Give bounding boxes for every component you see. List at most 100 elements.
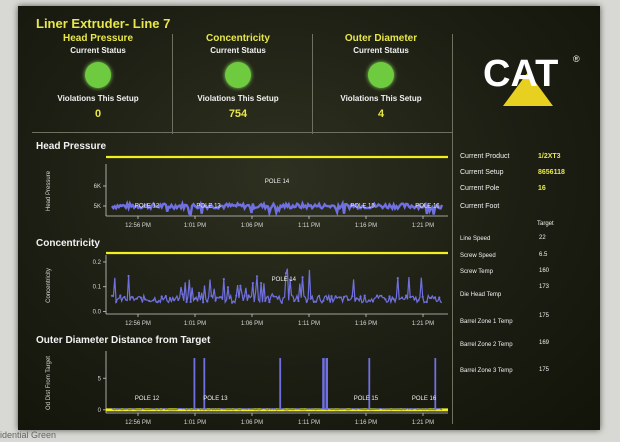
y-tick-label: 0.1 [93,285,102,291]
series-spike [325,358,328,410]
series-point [355,297,358,300]
kpi-outer-diameter: Outer Diameter Current Status Violations… [321,33,441,120]
series-point [218,296,221,299]
series-point [429,296,433,300]
target-header: Target [537,221,554,227]
param-value: 22 [539,235,546,241]
series-point [222,278,225,281]
param-value: 173 [539,284,550,290]
series-point [433,296,437,299]
series-point [322,299,325,302]
divider [32,132,452,133]
series-point [371,300,375,303]
param-label: Screw Temp [460,269,493,275]
info-label-foot: Current Foot [460,203,500,210]
chart-title-head-pressure: Head Pressure [36,141,107,152]
param-value: 6.5 [539,252,548,258]
series-point [202,301,205,304]
series-point [268,300,271,304]
param-label: Barrel Zone 2 Temp [460,342,513,348]
series-point [425,300,428,304]
kpi-name: Concentricity [206,33,270,44]
chart-title-concentricity: Concentricity [36,238,100,249]
series-point [123,295,126,299]
param-label: Barrel Zone 3 Temp [460,368,513,374]
x-tick-label: 1:16 PM [355,420,377,426]
series-point [173,299,176,302]
series-spike [203,358,206,410]
series-point [351,295,354,298]
x-tick-label: 1:06 PM [241,223,263,229]
series-point [313,300,317,303]
x-tick-label: 1:16 PM [355,321,377,327]
y-tick-label: 5 [98,376,102,382]
series-point [305,300,308,303]
series-point [177,298,180,301]
series-line [111,199,444,218]
outer-diameter-chart: Od Dist From Target 5 0 12:56 PM 1:01 PM 1:06… [46,351,448,426]
series-spike [322,358,325,410]
series-point [139,296,143,299]
kpi-violations-value: 754 [228,108,248,120]
param-value: 175 [539,313,550,319]
series-point [189,300,192,303]
param-label: Barrel Zone 1 Temp [460,319,513,325]
chart-title-outer-diameter: Outer Diameter Distance from Target [36,335,211,346]
y-tick-label: 6K [94,184,101,190]
info-label-product: Current Product [460,153,510,160]
y-axis-label: Head Pressure [46,170,52,211]
logo-text: CAT [483,53,558,95]
series-point [206,300,209,303]
series-point [255,275,259,278]
series-point [127,274,130,278]
series-point [384,298,387,301]
kpi-violations-value: 4 [377,108,385,120]
series-point [309,297,312,300]
dashboard-screen: Liner Extruder- Line 7 Head Pressure Cur… [18,6,600,430]
series-point [318,294,321,297]
status-indicator-icon [368,62,394,88]
series-point [342,295,346,299]
series-point [359,295,362,298]
info-value-pole: 16 [538,185,546,192]
cat-logo-icon: CAT ® [483,53,580,106]
x-tick-label: 12:56 PM [125,420,151,426]
series-point [144,298,147,301]
x-tick-label: 12:56 PM [125,223,151,229]
series-spike [434,358,437,410]
series-point [417,299,420,302]
info-value-product: 1/2XT3 [538,153,561,160]
series-point [326,298,329,301]
info-label-setup: Current Setup [460,169,504,176]
series-point [131,296,134,299]
pole-annotation: POLE 12 [135,204,160,210]
y-tick-label: 5K [94,204,101,210]
series-point [289,278,292,281]
series-point [251,282,254,285]
head-pressure-chart: Head Pressure 6K 5K 12:56 PM 1:01 PM 1:06 PM 1… [46,155,448,229]
series-point [181,293,184,296]
kpi-name: Head Pressure [62,33,134,44]
kpi-violations-label: Violations This Setup [197,94,279,103]
series-point [396,276,399,280]
y-tick-label: 0 [98,408,102,414]
series-line [111,268,443,305]
series-point [231,301,234,304]
kpi-status-label: Current Status [353,46,409,55]
series-point [247,294,250,297]
series-point [400,296,404,299]
series-point [363,294,366,297]
param-value: 169 [539,340,550,346]
series-point [148,299,151,303]
series-point [119,294,122,297]
kpi-head-pressure: Head Pressure Current Status Violations … [38,33,158,120]
series-point [297,299,300,303]
x-tick-label: 1:11 PM [298,223,320,229]
series-point [301,276,304,279]
pole-annotation: POLE 16 [412,396,437,402]
status-indicator-icon [85,62,111,88]
x-tick-label: 1:16 PM [355,223,377,229]
series-point [413,298,416,301]
series-point [392,298,395,301]
series-point [156,301,159,304]
